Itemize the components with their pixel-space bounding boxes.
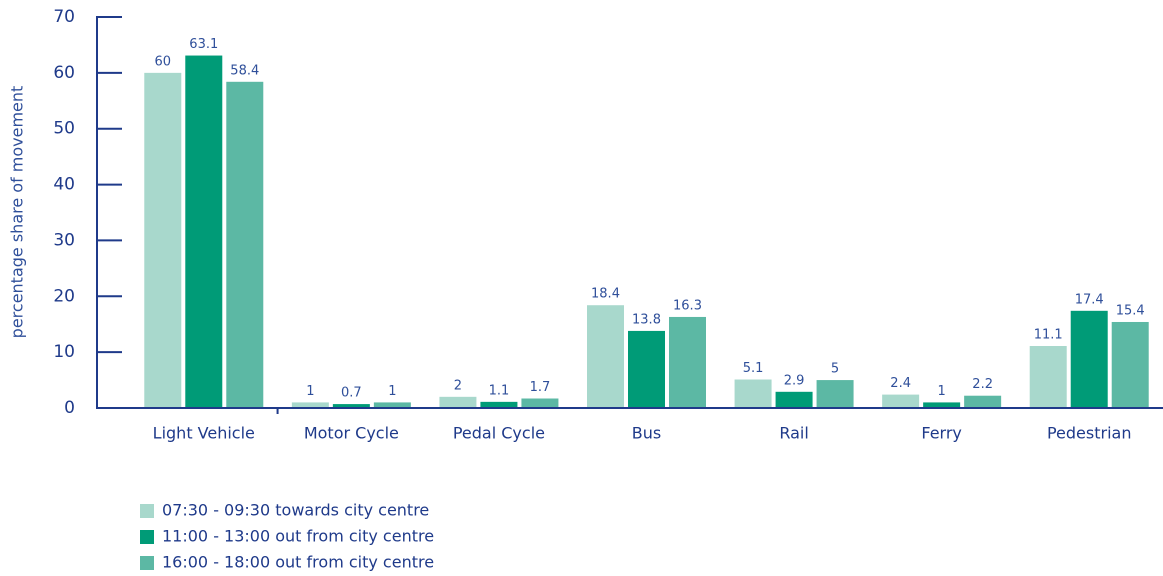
bar [923,402,961,408]
value-label: 2.9 [784,373,805,388]
value-label: 1.7 [530,380,551,395]
value-label: 11.1 [1034,327,1063,342]
value-label: 18.4 [591,287,620,302]
value-label: 1 [388,384,396,399]
value-label: 15.4 [1116,303,1145,318]
value-label: 2.2 [972,377,993,392]
legend-swatch [140,556,154,570]
value-label: 1.1 [489,383,510,398]
legend-label: 11:00 - 13:00 out from city centre [162,527,434,546]
y-tick-label: 40 [53,175,75,195]
value-label: 60 [155,54,172,69]
bar [628,330,665,408]
value-label: 58.4 [230,63,259,78]
bar [964,395,1002,408]
legend-label: 16:00 - 18:00 out from city centre [162,553,434,572]
x-tick-label: Light Vehicle [153,424,255,443]
bar [1029,345,1067,408]
bar [734,379,772,408]
x-tick-label: Pedal Cycle [453,424,545,443]
y-tick-label: 70 [53,7,75,27]
bar [291,402,329,408]
x-tick-label: Pedestrian [1047,424,1132,443]
bar [373,402,411,408]
bar [521,398,559,408]
y-tick-label: 30 [53,230,75,250]
legend-swatch [140,530,154,544]
x-tick-label: Bus [632,424,661,443]
x-tick-label: Rail [779,424,808,443]
bar [816,380,854,408]
bar [439,396,477,408]
value-label: 1 [306,384,314,399]
y-tick-label: 50 [53,119,75,139]
bar [480,401,518,408]
value-label: 1 [938,384,946,399]
y-tick-label: 60 [53,63,75,83]
bar [332,404,370,408]
value-label: 2.4 [890,376,911,391]
value-label: 5 [831,362,839,377]
y-tick-label: 0 [64,398,75,418]
legend-label: 07:30 - 09:30 towards city centre [162,501,429,520]
bar [587,305,624,408]
value-label: 0.7 [341,386,362,401]
bar [775,391,813,408]
value-label: 17.4 [1075,292,1104,307]
bar [1070,310,1108,408]
value-label: 16.3 [673,298,702,313]
y-tick-label: 20 [53,286,75,306]
value-label: 5.1 [743,361,764,376]
bar [669,316,706,408]
x-tick-label: Ferry [921,424,962,443]
value-label: 2 [454,378,462,393]
bar [185,55,223,408]
value-label: 63.1 [189,37,218,52]
legend-swatch [140,504,154,518]
bar [1111,321,1149,408]
bar [226,81,264,409]
y-axis-label: percentage share of movement [8,86,27,339]
bar [144,72,182,408]
x-tick-label: Motor Cycle [304,424,399,443]
bar [882,394,920,408]
y-tick-label: 10 [53,342,75,362]
value-label: 13.8 [632,312,661,327]
